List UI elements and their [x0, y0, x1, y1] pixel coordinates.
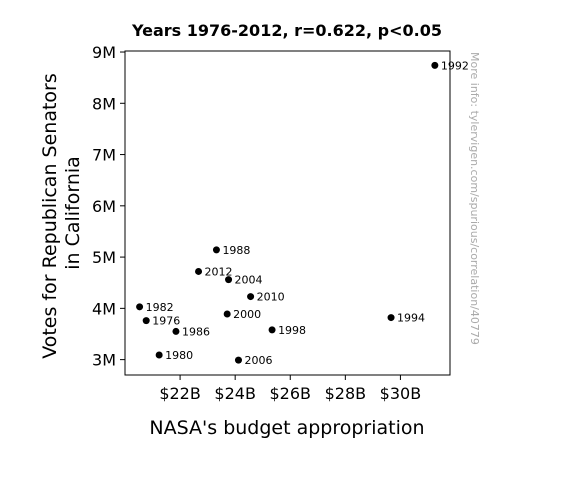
- data-point: [212, 246, 220, 254]
- x-tick-label: $26B: [269, 384, 311, 403]
- plot-area: [124, 50, 451, 376]
- watermark: More info: tylervigen.com/spurious/corre…: [468, 52, 481, 345]
- y-axis-label: Votes for Republican Senators in Califor…: [39, 67, 84, 359]
- data-point-label: 1998: [278, 324, 306, 337]
- y-tick-label: 4M: [92, 299, 116, 318]
- x-tick-label: $24B: [214, 384, 256, 403]
- x-tick-label: $30B: [380, 384, 422, 403]
- data-point: [155, 351, 163, 359]
- data-point-label: 1988: [222, 244, 250, 257]
- data-point: [234, 356, 242, 364]
- x-axis: $22B $24B $26B $28B $30B: [159, 375, 421, 403]
- data-point-label: 2000: [233, 308, 261, 321]
- y-tick-label: 9M: [92, 43, 116, 62]
- y-tick-label: 8M: [92, 94, 116, 113]
- data-point: [195, 267, 203, 275]
- y-axis-label-line-1: Votes for Republican Senators: [39, 73, 61, 359]
- data-point-label: 1980: [165, 349, 193, 362]
- data-points: 1976 1980 1982 1986 1988 1992 1994 1998 2000 2004…: [136, 59, 469, 367]
- y-axis-label-line-2: in California: [62, 156, 84, 270]
- chart-title: Years 1976-2012, r=0.622, p<0.05: [131, 21, 442, 40]
- data-point-label: 2004: [235, 274, 263, 287]
- y-tick-label: 5M: [92, 248, 116, 267]
- data-point-label: 2006: [244, 354, 272, 367]
- data-point: [387, 314, 395, 322]
- data-point-label: 2012: [205, 265, 233, 278]
- data-point: [172, 327, 180, 335]
- data-point: [247, 293, 255, 301]
- y-axis: 3M 4M 5M 6M 7M 8M 9M: [92, 43, 125, 370]
- data-point-label: 1986: [182, 325, 210, 338]
- data-point-label: 2010: [257, 291, 285, 304]
- data-point-label: 1992: [441, 59, 469, 72]
- x-axis-label: NASA's budget appropriation: [149, 417, 424, 439]
- data-point: [431, 61, 439, 69]
- y-tick-label: 3M: [92, 351, 116, 370]
- data-point-label: 1994: [397, 312, 425, 325]
- data-point-label: 1982: [146, 301, 174, 314]
- x-tick-label: $22B: [159, 384, 201, 403]
- data-point: [142, 317, 150, 325]
- y-tick-label: 6M: [92, 197, 116, 216]
- data-point: [223, 310, 231, 318]
- data-point-label: 1976: [152, 315, 180, 328]
- data-point: [225, 276, 233, 284]
- data-point: [136, 303, 144, 311]
- y-tick-label: 7M: [92, 146, 116, 165]
- data-point: [268, 326, 276, 334]
- x-tick-label: $28B: [325, 384, 367, 403]
